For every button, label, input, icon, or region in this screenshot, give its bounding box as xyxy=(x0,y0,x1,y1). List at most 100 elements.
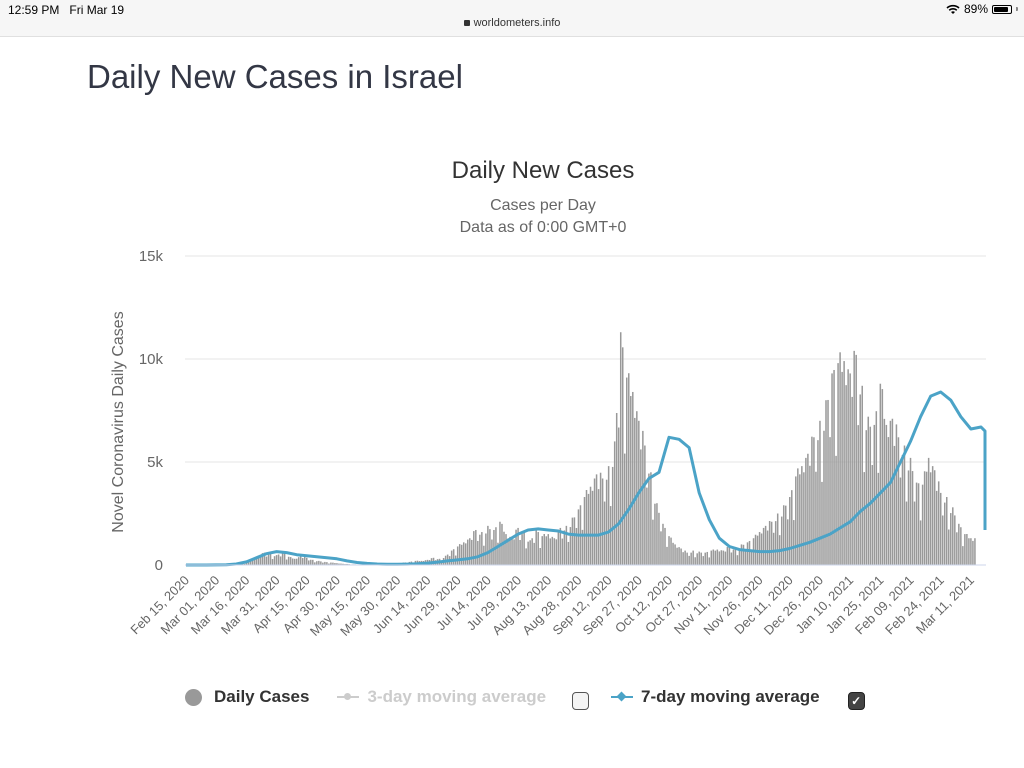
bar-daily-cases[interactable] xyxy=(338,563,340,565)
bar-daily-cases[interactable] xyxy=(948,529,950,565)
bar-daily-cases[interactable] xyxy=(640,449,642,565)
bar-daily-cases[interactable] xyxy=(475,529,477,565)
bar-daily-cases[interactable] xyxy=(607,466,610,565)
bar-daily-cases[interactable] xyxy=(332,562,334,565)
bar-daily-cases[interactable] xyxy=(696,553,698,565)
bar-daily-cases[interactable] xyxy=(758,532,761,565)
bar-daily-cases[interactable] xyxy=(316,561,318,565)
bar-daily-cases[interactable] xyxy=(533,542,535,565)
bar-daily-cases[interactable] xyxy=(728,546,731,565)
bar-daily-cases[interactable] xyxy=(569,527,572,565)
bar-daily-cases[interactable] xyxy=(702,556,704,565)
bar-daily-cases[interactable] xyxy=(450,550,453,565)
bar-daily-cases[interactable] xyxy=(877,472,880,565)
series-7-day-average-line[interactable] xyxy=(186,390,987,567)
bar-daily-cases[interactable] xyxy=(923,471,926,565)
bar-daily-cases[interactable] xyxy=(611,466,614,565)
bar-daily-cases[interactable] xyxy=(943,502,946,565)
bar-daily-cases[interactable] xyxy=(774,521,777,565)
bar-daily-cases[interactable] xyxy=(780,516,783,565)
bar-daily-cases[interactable] xyxy=(946,497,948,565)
bar-daily-cases[interactable] xyxy=(833,369,835,565)
legend-3-day-average[interactable]: 3-day moving average xyxy=(337,687,546,707)
bar-daily-cases[interactable] xyxy=(253,558,256,565)
bar-daily-cases[interactable] xyxy=(660,531,662,565)
bar-daily-cases[interactable] xyxy=(847,369,849,565)
bar-daily-cases[interactable] xyxy=(700,552,702,565)
bar-daily-cases[interactable] xyxy=(867,416,870,565)
bar-daily-cases[interactable] xyxy=(966,533,968,565)
bar-daily-cases[interactable] xyxy=(269,553,272,565)
bar-daily-cases[interactable] xyxy=(473,531,475,565)
bar-daily-cases[interactable] xyxy=(628,373,630,565)
bar-daily-cases[interactable] xyxy=(855,354,857,565)
bar-daily-cases[interactable] xyxy=(295,558,298,565)
bar-daily-cases[interactable] xyxy=(736,555,739,565)
bar-daily-cases[interactable] xyxy=(324,561,326,565)
bar-daily-cases[interactable] xyxy=(523,532,525,565)
bar-daily-cases[interactable] xyxy=(243,563,246,565)
bar-daily-cases[interactable] xyxy=(559,527,562,565)
bar-daily-cases[interactable] xyxy=(684,550,686,565)
bar-daily-cases[interactable] xyxy=(303,556,306,565)
bar-daily-cases[interactable] xyxy=(801,466,803,565)
bar-daily-cases[interactable] xyxy=(342,563,344,565)
bar-daily-cases[interactable] xyxy=(519,540,521,565)
bar-daily-cases[interactable] xyxy=(527,541,529,565)
bar-daily-cases[interactable] xyxy=(545,536,548,565)
bar-daily-cases[interactable] xyxy=(678,547,680,565)
bar-daily-cases[interactable] xyxy=(964,534,966,565)
bar-daily-cases[interactable] xyxy=(462,542,465,565)
bar-daily-cases[interactable] xyxy=(251,558,254,565)
bar-daily-cases[interactable] xyxy=(505,534,507,565)
bar-daily-cases[interactable] xyxy=(477,540,479,565)
bar-daily-cases[interactable] xyxy=(666,546,668,565)
bar-daily-cases[interactable] xyxy=(899,477,902,565)
bar-daily-cases[interactable] xyxy=(567,541,570,565)
bar-daily-cases[interactable] xyxy=(299,556,302,565)
bar-daily-cases[interactable] xyxy=(306,557,308,565)
bar-daily-cases[interactable] xyxy=(718,551,721,565)
bar-daily-cases[interactable] xyxy=(314,562,316,565)
bar-daily-cases[interactable] xyxy=(642,430,644,565)
bar-daily-cases[interactable] xyxy=(742,544,745,565)
bar-daily-cases[interactable] xyxy=(543,533,545,565)
bar-daily-cases[interactable] xyxy=(849,373,851,565)
bar-daily-cases[interactable] xyxy=(869,426,872,565)
bar-daily-cases[interactable] xyxy=(322,562,324,565)
bar-daily-cases[interactable] xyxy=(308,560,310,565)
bar-daily-cases[interactable] xyxy=(573,517,576,565)
bar-daily-cases[interactable] xyxy=(676,547,678,565)
bar-daily-cases[interactable] xyxy=(326,562,328,565)
bar-daily-cases[interactable] xyxy=(549,538,552,565)
bar-daily-cases[interactable] xyxy=(815,471,817,565)
bar-daily-cases[interactable] xyxy=(738,548,741,565)
bar-daily-cases[interactable] xyxy=(609,506,612,565)
bar-daily-cases[interactable] xyxy=(861,385,863,565)
bar-daily-cases[interactable] xyxy=(839,352,841,565)
bar-daily-cases[interactable] xyxy=(837,363,839,565)
bar-daily-cases[interactable] xyxy=(511,538,513,565)
bar-daily-cases[interactable] xyxy=(525,548,527,565)
bar-daily-cases[interactable] xyxy=(919,520,922,565)
bar-daily-cases[interactable] xyxy=(634,417,636,565)
bar-daily-cases[interactable] xyxy=(797,468,799,565)
bar-daily-cases[interactable] xyxy=(664,527,666,565)
bar-daily-cases[interactable] xyxy=(929,472,932,565)
bar-daily-cases[interactable] xyxy=(646,487,648,565)
bar-daily-cases[interactable] xyxy=(289,557,292,565)
bar-daily-cases[interactable] xyxy=(499,521,501,565)
bar-daily-cases[interactable] xyxy=(841,371,843,565)
bar-daily-cases[interactable] xyxy=(632,391,634,565)
bar-daily-cases[interactable] xyxy=(937,481,940,565)
bar-daily-cases[interactable] xyxy=(336,563,338,565)
bar-daily-cases[interactable] xyxy=(956,532,958,565)
bar-daily-cases[interactable] xyxy=(561,538,564,565)
bar-daily-cases[interactable] xyxy=(650,472,652,565)
bar-daily-cases[interactable] xyxy=(720,550,723,565)
bar-daily-cases[interactable] xyxy=(668,536,670,565)
bar-daily-cases[interactable] xyxy=(863,472,865,565)
checkbox-7-day-average[interactable]: ✓ xyxy=(847,692,865,710)
bar-daily-cases[interactable] xyxy=(601,478,604,565)
bar-daily-cases[interactable] xyxy=(479,534,481,565)
